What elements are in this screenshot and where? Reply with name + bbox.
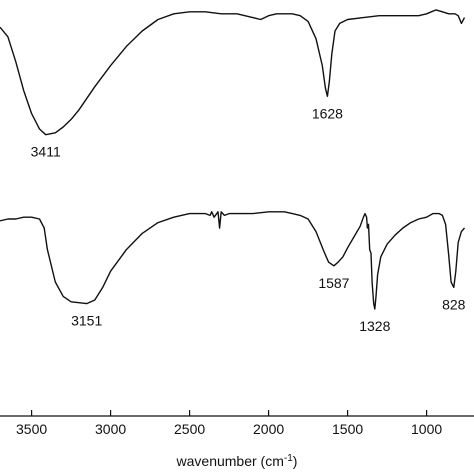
peak-label-1328: 1328 xyxy=(359,318,390,334)
peak-label-3151: 3151 xyxy=(71,313,102,329)
x-axis-ticks: 3500 3000 2500 2000 1500 1000 xyxy=(16,410,442,437)
x-tick-label-1000: 1000 xyxy=(411,421,442,437)
x-axis-title: wavenumber (cm-1) xyxy=(176,453,298,470)
peak-label-828: 828 xyxy=(442,296,466,312)
x-axis-title-close: ) xyxy=(293,453,298,469)
spectrum-curves xyxy=(0,9,466,310)
x-tick-label-2500: 2500 xyxy=(174,421,205,437)
x-tick-label-3000: 3000 xyxy=(95,421,126,437)
x-axis-title-superscript: -1 xyxy=(284,453,293,464)
peak-labels: 3411 1628 3151 1587 1328 828 xyxy=(31,105,466,334)
x-axis: 3500 3000 2500 2000 1500 1000 xyxy=(0,410,474,437)
peak-label-1628: 1628 xyxy=(312,105,343,121)
x-axis-title-main: wavenumber (cm xyxy=(176,453,284,469)
x-tick-label-2000: 2000 xyxy=(253,421,284,437)
x-tick-label-1500: 1500 xyxy=(332,421,363,437)
peak-label-1587: 1587 xyxy=(318,275,349,291)
x-tick-label-3500: 3500 xyxy=(16,421,47,437)
spectrum-line-1 xyxy=(0,9,466,136)
peak-label-3411: 3411 xyxy=(31,144,61,160)
spectrum-line-2 xyxy=(0,211,466,310)
